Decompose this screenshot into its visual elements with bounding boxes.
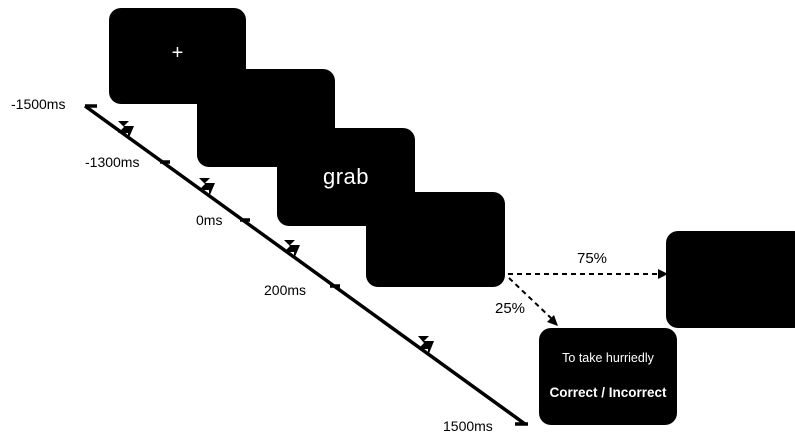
definition-text: To take hurriedly <box>562 351 654 365</box>
dashed-arrow-icon <box>658 269 668 279</box>
probability-label-blank: 75% <box>577 250 608 267</box>
lightning-break-icon <box>118 121 134 140</box>
time-label-fixation: -1500ms <box>11 96 66 112</box>
dashed-arrow-icon <box>547 315 558 326</box>
branch-arrow-definition <box>508 277 552 319</box>
probability-label-definition: 25% <box>495 300 526 317</box>
lightning-break-icon <box>199 178 215 197</box>
timeline-breaks <box>118 121 434 356</box>
target-word: grab <box>322 164 370 189</box>
timeline-line <box>83 104 527 426</box>
time-label-word: 0ms <box>196 212 223 228</box>
post-word-blank-screen <box>366 192 505 287</box>
time-label-blank: -1300ms <box>85 154 140 170</box>
time-label-end: 1500ms <box>443 418 493 434</box>
definition-screen: To take hurriedly Correct / Incorrect <box>539 328 677 425</box>
fixation-cross: + <box>171 41 184 64</box>
lightning-break-icon <box>418 336 434 356</box>
feedback-text: Correct / Incorrect <box>549 385 667 400</box>
time-label-post-word: 200ms <box>264 282 307 298</box>
lightning-break-icon <box>284 240 300 259</box>
branch-blank-screen <box>666 231 795 328</box>
